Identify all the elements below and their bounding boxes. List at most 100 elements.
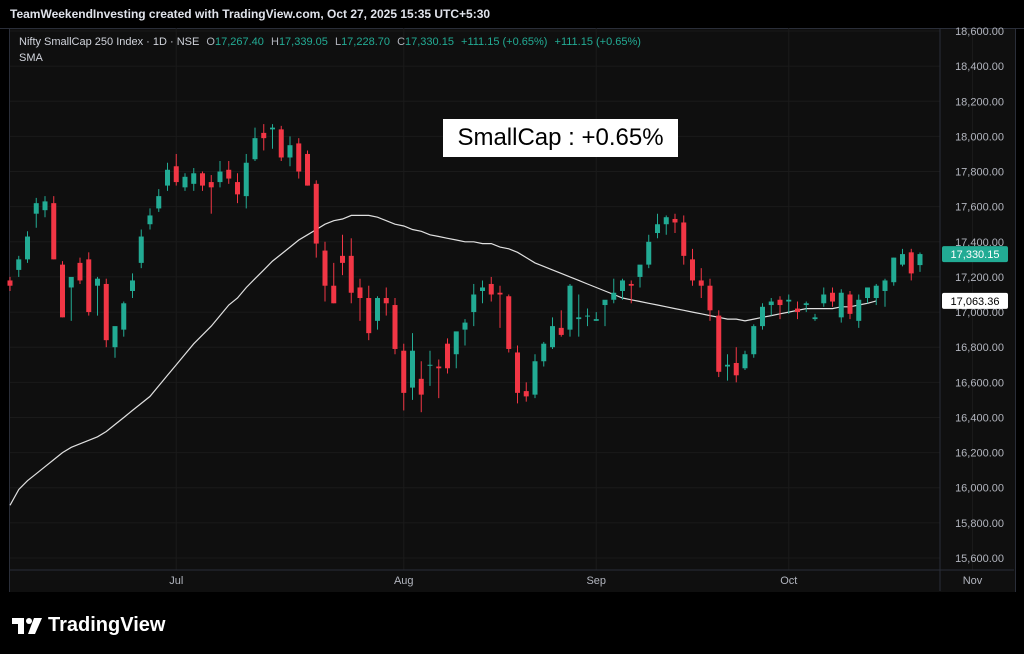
candle: [383, 287, 389, 316]
candle-body: [243, 162, 249, 197]
candle-body: [681, 222, 687, 256]
y-tick-label: 17,400.00: [955, 237, 1004, 249]
candle-body: [103, 283, 109, 341]
symbol-label: Nifty SmallCap 250 Index · 1D · NSE: [19, 36, 200, 48]
candle: [331, 262, 337, 304]
candle-body: [882, 280, 888, 291]
candle-body: [917, 254, 923, 266]
candle-body: [628, 283, 634, 286]
price-chart[interactable]: 15,600.00 15,800.00 16,000.00 16,200.00 16,4…: [0, 0, 1024, 592]
last-price-tag: [942, 246, 1008, 263]
candle: [751, 324, 757, 358]
candle: [803, 301, 809, 313]
candle-body: [147, 215, 153, 225]
candle-body: [751, 326, 757, 355]
candle: [165, 162, 170, 191]
candle: [156, 189, 162, 212]
candle-body: [576, 317, 582, 320]
candle: [418, 361, 424, 413]
candle-body: [208, 182, 214, 188]
candle-body: [191, 173, 197, 184]
candle: [305, 150, 310, 186]
candle-body: [742, 354, 748, 369]
candle: [42, 196, 48, 218]
candle-body: [515, 352, 520, 393]
candle-body: [51, 203, 57, 260]
candle-body: [121, 303, 127, 330]
y-tick-label: 17,200.00: [955, 272, 1004, 284]
candle: [200, 171, 205, 191]
candle-body: [401, 350, 407, 393]
candle-body: [16, 259, 22, 270]
sma-indicator-label[interactable]: SMA: [19, 52, 43, 64]
candle-body: [777, 299, 783, 306]
candle-body: [130, 280, 135, 291]
candle: [357, 278, 363, 321]
footer: [0, 592, 1024, 654]
candle: [226, 160, 232, 184]
candle-body: [497, 292, 503, 295]
candle: [25, 231, 30, 263]
candle: [795, 301, 800, 320]
x-axis[interactable]: Jul Aug Sep Oct Nov: [169, 575, 983, 587]
candle: [550, 317, 555, 349]
candle: [830, 287, 835, 307]
candle-body: [462, 322, 468, 330]
candle: [86, 252, 92, 316]
candle-body: [348, 255, 354, 293]
candle-body: [471, 294, 477, 313]
candle-body: [637, 264, 643, 277]
candle: [690, 248, 695, 286]
candle: [847, 290, 853, 320]
y-axis[interactable]: 15,600.00 15,800.00 16,000.00 16,200.00 16,4…: [955, 26, 1004, 565]
candle-body: [375, 298, 380, 321]
candle: [821, 287, 827, 307]
x-tick-label: Oct: [780, 575, 797, 587]
candle: [865, 287, 870, 304]
candle-body: [620, 280, 625, 291]
candle: [296, 138, 302, 179]
candle: [436, 359, 442, 399]
candle: [103, 278, 109, 348]
candle-body: [313, 183, 319, 244]
candle-body: [226, 169, 232, 179]
y-tick-label: 15,800.00: [955, 518, 1004, 530]
candle-body: [891, 257, 897, 283]
candle-body: [602, 299, 608, 306]
candle-body: [453, 331, 459, 355]
candle-body: [392, 305, 398, 349]
candle: [856, 294, 862, 328]
candle-body: [506, 296, 512, 349]
candle: [51, 196, 57, 260]
candle-body: [156, 196, 162, 209]
open-label: O: [206, 36, 215, 48]
candle: [620, 278, 625, 300]
candle: [698, 268, 704, 299]
candle: [235, 173, 240, 204]
candle: [628, 280, 634, 304]
candle-body: [847, 294, 853, 314]
candle: [191, 168, 197, 191]
candle: [410, 333, 415, 400]
candle: [576, 294, 582, 337]
candle: [95, 276, 100, 316]
candle-body: [95, 278, 100, 286]
tradingview-logo: TradingView: [12, 614, 165, 637]
candle: [480, 280, 485, 304]
credit-text: TeamWeekendInvesting created with Tradin…: [10, 7, 491, 21]
y-tick-label: 17,000.00: [955, 307, 1004, 319]
candle: [515, 345, 520, 404]
candle: [523, 382, 529, 402]
candle-body: [138, 236, 144, 263]
candle-body: [795, 308, 800, 313]
candle: [742, 350, 748, 371]
candle-body: [663, 217, 669, 225]
candle: [541, 341, 547, 367]
candle: [173, 153, 179, 186]
tradingview-logo-icon: [12, 617, 42, 634]
candle: [812, 313, 818, 321]
candle-body: [760, 306, 765, 327]
candle: [366, 285, 372, 341]
open-value: 17,267.40: [214, 36, 264, 48]
candle: [7, 276, 13, 291]
